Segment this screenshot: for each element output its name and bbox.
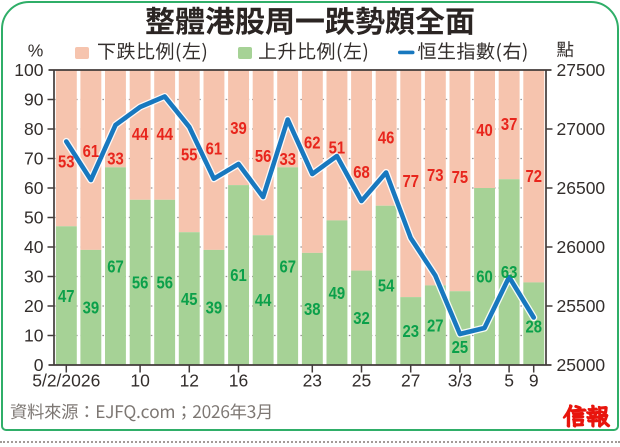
svg-text:56: 56: [255, 146, 272, 166]
svg-text:%: %: [28, 41, 44, 61]
svg-text:27500: 27500: [557, 60, 606, 80]
svg-text:33: 33: [279, 149, 296, 169]
svg-text:32: 32: [353, 308, 370, 328]
svg-text:9: 9: [529, 371, 539, 391]
svg-text:61: 61: [206, 139, 223, 159]
svg-text:20: 20: [24, 296, 44, 316]
svg-text:44: 44: [132, 124, 149, 144]
svg-text:25: 25: [452, 337, 469, 357]
svg-text:25000: 25000: [557, 355, 606, 375]
svg-text:26500: 26500: [557, 178, 606, 198]
svg-text:72: 72: [525, 166, 542, 186]
svg-text:70: 70: [24, 149, 44, 169]
svg-text:44: 44: [156, 124, 173, 144]
svg-text:40: 40: [476, 120, 493, 140]
svg-text:40: 40: [24, 237, 44, 257]
svg-text:80: 80: [24, 119, 44, 139]
svg-text:10: 10: [24, 326, 44, 346]
svg-text:39: 39: [83, 298, 100, 318]
svg-text:39: 39: [206, 298, 223, 318]
svg-text:28: 28: [525, 317, 542, 337]
svg-text:30: 30: [24, 267, 44, 287]
svg-text:73: 73: [427, 165, 444, 185]
svg-text:26000: 26000: [557, 237, 606, 257]
svg-text:60: 60: [24, 178, 44, 198]
svg-text:39: 39: [230, 118, 247, 138]
svg-text:60: 60: [476, 267, 493, 287]
svg-text:63: 63: [501, 262, 518, 282]
svg-text:67: 67: [279, 256, 296, 276]
svg-text:54: 54: [378, 276, 395, 296]
svg-text:33: 33: [107, 149, 124, 169]
svg-text:100: 100: [14, 60, 43, 80]
svg-text:62: 62: [304, 133, 321, 153]
svg-text:68: 68: [353, 162, 370, 182]
svg-text:56: 56: [132, 273, 149, 293]
svg-text:61: 61: [83, 141, 100, 161]
svg-text:37: 37: [501, 114, 518, 134]
svg-text:90: 90: [24, 90, 44, 110]
svg-text:77: 77: [402, 171, 419, 191]
svg-text:50: 50: [24, 208, 44, 228]
svg-text:67: 67: [107, 256, 124, 276]
svg-text:23: 23: [402, 321, 419, 341]
svg-text:12: 12: [180, 371, 199, 391]
svg-text:51: 51: [329, 138, 346, 158]
svg-text:61: 61: [230, 265, 247, 285]
svg-text:53: 53: [58, 152, 75, 172]
svg-text:55: 55: [181, 145, 198, 165]
svg-text:16: 16: [229, 371, 248, 391]
svg-text:10: 10: [130, 371, 150, 391]
svg-text:5: 5: [504, 371, 514, 391]
svg-text:56: 56: [156, 273, 173, 293]
svg-text:47: 47: [58, 286, 75, 306]
svg-text:5/2/2026: 5/2/2026: [32, 371, 100, 391]
svg-text:46: 46: [378, 128, 395, 148]
svg-text:45: 45: [181, 289, 198, 309]
svg-text:0: 0: [34, 355, 44, 375]
svg-text:75: 75: [452, 167, 469, 187]
svg-text:25: 25: [352, 371, 371, 391]
svg-text:27: 27: [401, 371, 420, 391]
svg-text:3/3: 3/3: [448, 371, 472, 391]
svg-text:23: 23: [303, 371, 322, 391]
svg-text:44: 44: [255, 290, 272, 310]
svg-text:25500: 25500: [557, 296, 606, 316]
svg-text:38: 38: [304, 299, 321, 319]
svg-text:27: 27: [427, 315, 444, 335]
svg-text:49: 49: [329, 283, 346, 303]
svg-text:27000: 27000: [557, 119, 606, 139]
